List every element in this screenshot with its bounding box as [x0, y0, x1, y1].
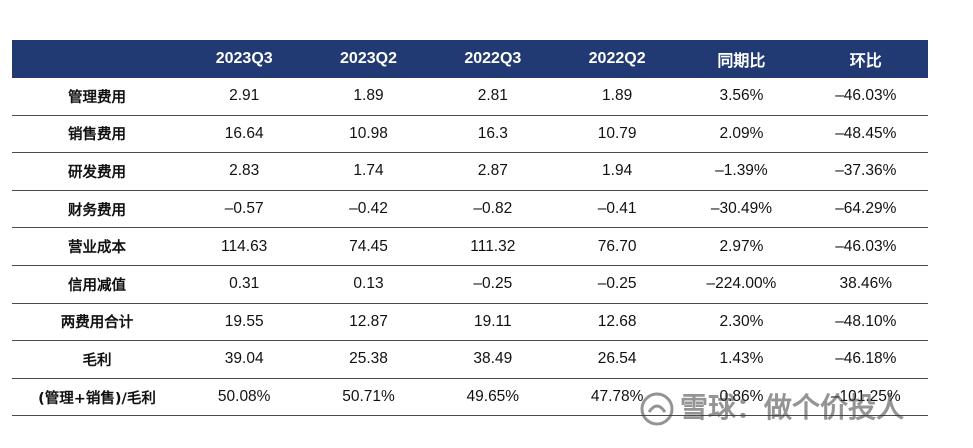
table-cell: 50.08% [182, 378, 307, 417]
expense-table: 2023Q3 2023Q2 2022Q3 2022Q2 同期比 环比 管理费用 2… [12, 40, 928, 417]
table-cell: –37.36% [803, 152, 928, 191]
table-cell: –46.03% [803, 78, 928, 116]
header-cell: 2023Q3 [182, 40, 307, 78]
table-cell: –224.00% [679, 265, 804, 304]
table-cell: 12.68 [554, 303, 680, 342]
watermark-text: 雪球：做个价投人 [680, 391, 905, 424]
table-cell: –46.18% [803, 340, 928, 379]
table-cell: 39.04 [182, 340, 307, 379]
table-cell: 38.46% [803, 265, 928, 304]
table-row: 管理费用 2.91 1.89 2.81 1.89 3.56% –46.03% [12, 78, 928, 116]
table-row: 销售费用 16.64 10.98 16.3 10.79 2.09% –48.45% [12, 115, 928, 154]
table-cell: 2.97% [679, 227, 804, 266]
table-cell: 2.81 [430, 78, 555, 116]
table-row: 信用减值 0.31 0.13 –0.25 –0.25 –224.00% 38.46% [12, 265, 928, 304]
table-cell: 1.43% [679, 340, 804, 379]
row-label: 两费用合计 [12, 303, 183, 342]
table-cell: 114.63 [182, 227, 307, 266]
table-cell: 1.74 [306, 152, 431, 191]
table-cell: –0.42 [306, 190, 431, 229]
header-cell: 同期比 [679, 40, 804, 78]
row-label: 管理费用 [12, 78, 183, 116]
table-row: 营业成本 114.63 74.45 111.32 76.70 2.97% –46.03% [12, 227, 928, 266]
table-cell: 2.09% [679, 115, 804, 154]
table-cell: 111.32 [430, 227, 555, 266]
table-cell: –64.29% [803, 190, 928, 229]
table-cell: –0.25 [430, 265, 555, 304]
row-label: 营业成本 [12, 227, 183, 266]
table-cell: –30.49% [679, 190, 804, 229]
table-cell: 1.89 [554, 78, 680, 116]
header-cell: 2022Q3 [430, 40, 555, 78]
table-cell: 10.79 [554, 115, 680, 154]
table-cell: 16.3 [430, 115, 555, 154]
table-cell: 50.71% [306, 378, 431, 417]
header-cell: 2023Q2 [306, 40, 431, 78]
table-cell: –0.82 [430, 190, 555, 229]
table-cell: –48.45% [803, 115, 928, 154]
table-cell: 16.64 [182, 115, 307, 154]
table-cell: 74.45 [306, 227, 431, 266]
table-cell: –1.39% [679, 152, 804, 191]
table-header-row: 2023Q3 2023Q2 2022Q3 2022Q2 同期比 环比 [12, 40, 928, 78]
table-cell: 12.87 [306, 303, 431, 342]
header-cell [12, 40, 183, 78]
table-row: 毛利 39.04 25.38 38.49 26.54 1.43% –46.18% [12, 340, 928, 379]
table-cell: 49.65% [430, 378, 555, 417]
table-row: 财务费用 –0.57 –0.42 –0.82 –0.41 –30.49% –64.29% [12, 190, 928, 229]
table-cell: 38.49 [430, 340, 555, 379]
table-cell: –0.57 [182, 190, 307, 229]
table-cell: 19.55 [182, 303, 307, 342]
table-cell: 19.11 [430, 303, 555, 342]
table-cell: 2.91 [182, 78, 307, 116]
table-cell: 2.87 [430, 152, 555, 191]
row-label: 毛利 [12, 340, 183, 379]
table-cell: 1.94 [554, 152, 680, 191]
table-cell: 3.56% [679, 78, 804, 116]
snowball-logo-icon [640, 392, 674, 426]
table-cell: 0.13 [306, 265, 431, 304]
row-label: 信用减值 [12, 265, 183, 304]
table-cell: –46.03% [803, 227, 928, 266]
header-cell: 环比 [803, 40, 928, 78]
watermark: 雪球：做个价投人 [640, 386, 960, 442]
table-cell: 47.78% [554, 378, 680, 417]
table-cell: 25.38 [306, 340, 431, 379]
table-cell: 10.98 [306, 115, 431, 154]
row-label: 财务费用 [12, 190, 183, 229]
table-cell: 2.30% [679, 303, 804, 342]
table-cell: –0.41 [554, 190, 680, 229]
table-cell: 2.83 [182, 152, 307, 191]
table-cell: 26.54 [554, 340, 680, 379]
table-cell: –48.10% [803, 303, 928, 342]
table-row: 研发费用 2.83 1.74 2.87 1.94 –1.39% –37.36% [12, 152, 928, 191]
table-cell: 0.31 [182, 265, 307, 304]
table-cell: 1.89 [306, 78, 431, 116]
header-cell: 2022Q2 [554, 40, 680, 78]
table-cell: 76.70 [554, 227, 680, 266]
table-cell: –101.25% [803, 378, 928, 417]
row-label: (管理+销售)/毛利 [12, 378, 183, 417]
table-row: 两费用合计 19.55 12.87 19.11 12.68 2.30% –48.10% [12, 303, 928, 342]
table-cell: 0.86% [679, 378, 804, 417]
row-label: 研发费用 [12, 152, 183, 191]
row-label: 销售费用 [12, 115, 183, 154]
table-row: (管理+销售)/毛利 50.08% 50.71% 49.65% 47.78% 0.86% –… [12, 378, 928, 417]
table-cell: –0.25 [554, 265, 680, 304]
expense-table-container: 2023Q3 2023Q2 2022Q3 2022Q2 同期比 环比 管理费用 2… [12, 40, 928, 417]
